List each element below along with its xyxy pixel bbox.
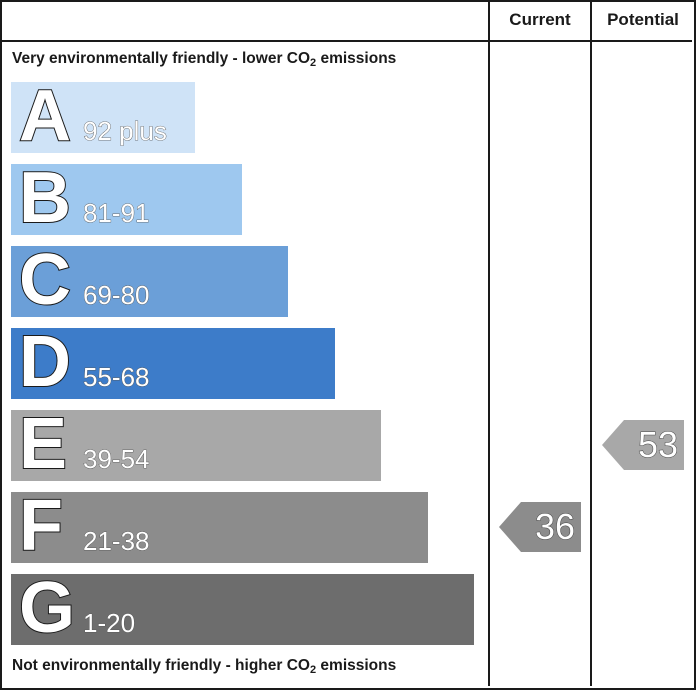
band-a-range: 92 plus (83, 116, 168, 147)
band-f-range: 21-38 (83, 526, 150, 557)
band-d: D 55-68 (11, 321, 335, 403)
band-g-letter: G (18, 567, 76, 649)
band-d-letter: D (18, 321, 72, 403)
bottom-caption-tail: emissions (316, 657, 397, 674)
band-e: E 39-54 (11, 403, 381, 485)
current-rating-arrow (499, 502, 581, 552)
bottom-caption-sub: 2 (309, 664, 317, 676)
current-column-header: Current (509, 10, 571, 29)
band-b-range: 81-91 (83, 198, 150, 229)
band-a: A 92 plus (11, 75, 195, 157)
band-e-letter: E (18, 403, 68, 485)
top-caption-tail: emissions (316, 50, 397, 67)
band-b-letter: B (18, 157, 72, 239)
band-a-letter: A (18, 75, 72, 157)
band-b: B 81-91 (11, 157, 242, 239)
band-f: F 21-38 (11, 485, 428, 567)
band-f-letter: F (18, 485, 64, 567)
current-rating-value: 36 (534, 506, 575, 548)
divider-potential (590, 0, 592, 686)
bottom-caption-text: Not environmentally friendly - higher CO (12, 657, 310, 674)
header-divider (0, 40, 692, 42)
potential-rating-value: 53 (637, 424, 678, 466)
divider-current (488, 0, 490, 686)
potential-rating-arrow (602, 420, 684, 470)
potential-rating: 53 (602, 420, 684, 470)
band-c-range: 69-80 (83, 280, 150, 311)
potential-column-header: Potential (607, 10, 679, 29)
band-d-range: 55-68 (83, 362, 150, 393)
band-c-letter: C (18, 239, 72, 321)
current-rating: 36 (499, 502, 581, 552)
potential-rating-shape (602, 420, 684, 470)
band-e-range: 39-54 (83, 444, 150, 475)
band-c: C 69-80 (11, 239, 288, 321)
top-caption: Very environmentally friendly - lower CO… (12, 50, 396, 69)
current-rating-shape (499, 502, 581, 552)
top-caption-text: Very environmentally friendly - lower CO (12, 50, 311, 67)
bottom-caption: Not environmentally friendly - higher CO… (12, 657, 396, 676)
top-caption-sub: 2 (310, 57, 317, 69)
band-g-range: 1-20 (83, 608, 136, 639)
band-g: G 1-20 (11, 567, 474, 649)
